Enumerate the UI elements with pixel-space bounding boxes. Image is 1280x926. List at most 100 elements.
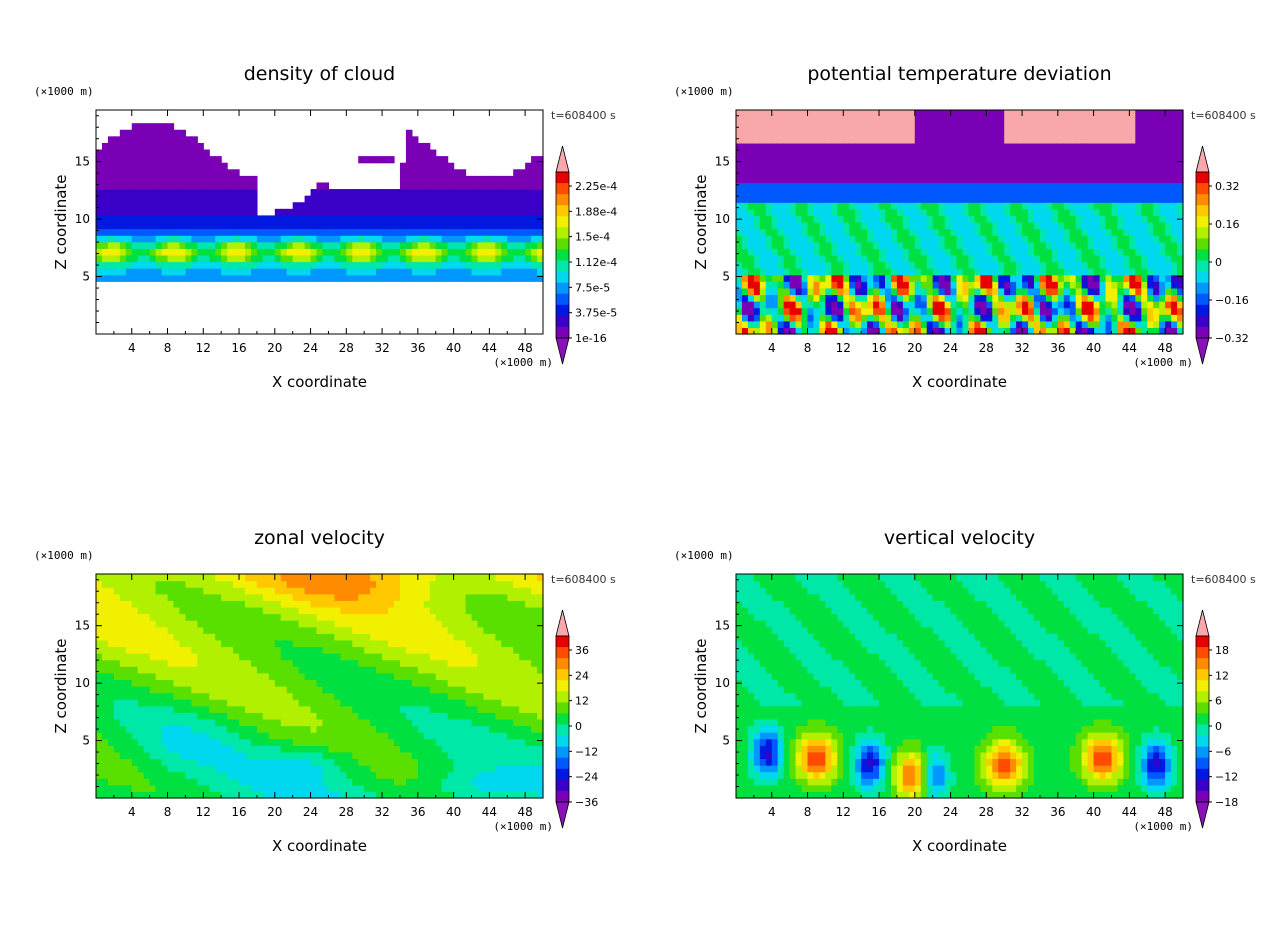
field-cell: [1063, 169, 1071, 177]
field-cell: [1057, 248, 1065, 256]
field-cell: [1004, 142, 1011, 151]
field-cell: [131, 156, 139, 164]
field-cell: [843, 208, 850, 217]
field-cell: [1153, 208, 1160, 217]
field-cell: [1063, 202, 1071, 210]
field-cell: [956, 149, 964, 157]
field-cell: [465, 254, 473, 263]
field-cell: [1034, 261, 1041, 269]
field-cell: [167, 142, 175, 151]
field-cell: [483, 274, 490, 282]
field-cell: [885, 261, 892, 269]
field-cell: [245, 712, 252, 720]
field-cell: [1111, 301, 1119, 309]
field-cell: [411, 274, 419, 282]
field-cell: [179, 699, 186, 707]
field-cell: [221, 653, 228, 661]
field-cell: [807, 189, 815, 197]
field-cell: [914, 208, 922, 217]
field-cell: [173, 142, 181, 151]
field-cell: [807, 129, 815, 137]
field-cell: [209, 633, 216, 641]
field-cell: [501, 241, 508, 249]
field-cell: [465, 175, 473, 184]
field-cell: [101, 659, 109, 667]
field-cell: [316, 195, 324, 203]
field-cell: [1093, 287, 1101, 296]
field-cell: [741, 215, 749, 223]
field-cell: [125, 149, 133, 157]
field-cell: [399, 268, 407, 276]
field-cell: [736, 228, 743, 236]
field-cell: [203, 254, 210, 263]
field-cell: [777, 235, 785, 243]
field-cell: [113, 195, 121, 203]
field-cell: [879, 222, 886, 230]
field-cell: [197, 732, 204, 740]
field-cell: [119, 732, 127, 740]
field-cell: [191, 254, 198, 263]
field-cell: [992, 268, 999, 276]
field-cell: [537, 208, 544, 217]
field-cell: [998, 254, 1005, 263]
field-cell: [968, 241, 975, 249]
field-cell: [1159, 294, 1166, 302]
field-cell: [221, 791, 228, 799]
field-cell: [107, 241, 115, 249]
field-cell: [334, 274, 341, 282]
field-cell: [1004, 307, 1011, 315]
field-cell: [1165, 169, 1172, 177]
field-cell: [855, 215, 862, 223]
field-cell: [429, 175, 437, 184]
field-cell: [185, 248, 192, 256]
field-cell: [1087, 261, 1095, 269]
field-cell: [113, 672, 121, 681]
field-cell: [1159, 268, 1166, 276]
field-cell: [239, 778, 246, 786]
field-cell: [753, 129, 761, 137]
field-cell: [825, 149, 832, 157]
field-cell: [107, 254, 115, 263]
field-cell: [119, 175, 127, 184]
field-cell: [101, 699, 109, 707]
field-cell: [113, 692, 121, 700]
field-cell: [96, 600, 103, 608]
field-cell: [1069, 248, 1077, 256]
field-cell: [1099, 294, 1107, 302]
field-cell: [777, 195, 785, 203]
field-cell: [1028, 202, 1035, 210]
field-cell: [819, 222, 826, 230]
field-cell: [777, 129, 785, 137]
field-cell: [873, 314, 880, 322]
field-cell: [950, 169, 958, 177]
field-cell: [759, 248, 767, 256]
field-cell: [1165, 235, 1172, 243]
field-cell: [998, 281, 1005, 289]
field-cell: [131, 791, 139, 799]
field-cell: [1111, 241, 1119, 249]
field-cell: [471, 261, 479, 269]
field-cell: [107, 228, 115, 236]
field-cell: [125, 606, 133, 615]
field-cell: [1153, 142, 1160, 151]
field-cell: [203, 639, 210, 648]
field-cell: [956, 129, 964, 137]
field-cell: [113, 268, 121, 276]
field-cell: [149, 182, 157, 190]
field-cell: [1087, 202, 1095, 210]
field-cell: [974, 110, 981, 118]
field-cell: [221, 241, 228, 249]
field-cell: [1117, 254, 1124, 263]
field-cell: [411, 208, 419, 217]
field-cell: [962, 162, 970, 170]
field-cell: [429, 195, 437, 203]
colorbar-label: 0: [1215, 256, 1222, 269]
field-cell: [783, 327, 791, 335]
field-cell: [173, 765, 181, 773]
field-cell: [1004, 254, 1011, 263]
field-cell: [441, 195, 449, 203]
field-cell: [1123, 169, 1130, 177]
field-cell: [96, 228, 103, 236]
field-cell: [1063, 287, 1071, 296]
field-cell: [777, 254, 785, 263]
